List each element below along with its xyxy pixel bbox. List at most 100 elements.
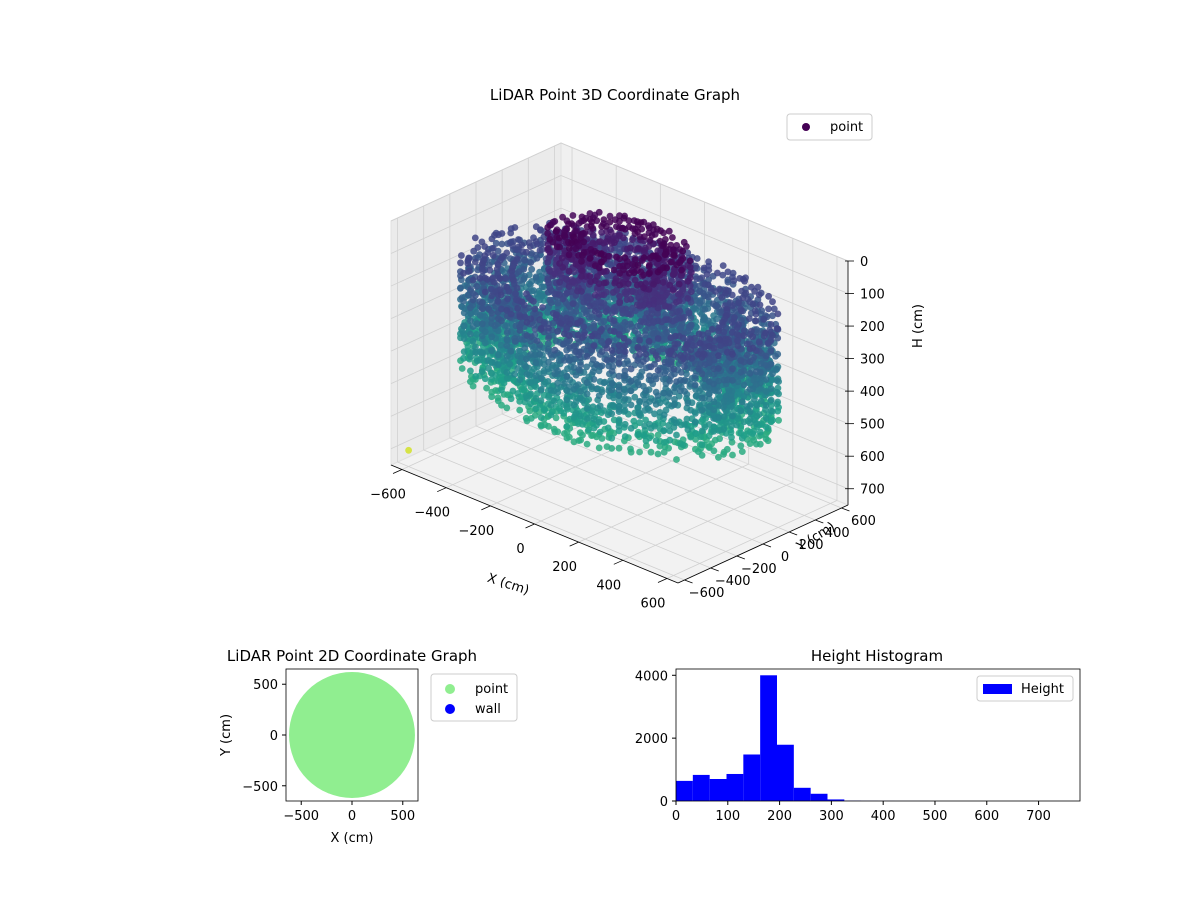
point-3d	[522, 363, 530, 371]
plot-2d-y-tick-label: 500	[253, 678, 278, 693]
point-3d	[631, 276, 639, 284]
point-3d	[700, 264, 708, 272]
point-3d	[751, 396, 758, 403]
point-3d	[551, 428, 559, 436]
point-3d	[472, 373, 480, 380]
point-3d	[642, 437, 650, 445]
point-3d	[708, 325, 716, 333]
point-3d	[623, 296, 631, 303]
axis-3d-h-tick-label: 0	[860, 255, 868, 270]
point-3d	[563, 396, 571, 404]
point-3d	[496, 275, 504, 282]
point-3d	[773, 400, 781, 408]
point-3d	[523, 370, 531, 378]
point-3d	[616, 292, 623, 300]
point-3d	[683, 415, 691, 423]
point-3d	[767, 407, 775, 415]
point-3d	[712, 288, 719, 295]
point-3d	[739, 294, 747, 302]
point-3d	[636, 337, 643, 344]
histogram-bar	[793, 787, 811, 801]
point-3d	[753, 440, 760, 448]
point-3d	[645, 337, 653, 345]
point-3d	[713, 315, 720, 323]
point-3d	[687, 433, 695, 441]
point-3d	[595, 280, 603, 287]
point-2d-cloud	[289, 672, 415, 798]
point-3d	[701, 306, 709, 313]
point-3d	[681, 363, 688, 371]
point-3d	[767, 321, 775, 328]
point-3d	[770, 305, 778, 313]
point-3d	[767, 418, 775, 426]
point-3d	[500, 379, 508, 387]
point-3d	[583, 379, 591, 386]
point-3d	[765, 292, 772, 300]
point-3d	[767, 347, 775, 355]
axis-3d-y-tick	[841, 507, 850, 512]
point-3d	[565, 251, 573, 259]
point-3d	[642, 387, 650, 394]
point-3d	[494, 351, 502, 359]
point-3d	[683, 243, 690, 250]
point-3d	[563, 324, 571, 332]
point-3d	[661, 251, 669, 258]
point-3d	[481, 375, 489, 383]
axis-3d-y-tick	[762, 543, 772, 548]
point-3d	[729, 302, 736, 309]
point-3d	[467, 310, 475, 317]
point-3d	[629, 304, 636, 312]
point-3d	[545, 324, 552, 332]
legend-2d: point wall	[430, 673, 518, 722]
point-3d	[457, 259, 464, 267]
point-3d	[670, 401, 678, 409]
axis-3d-x-tick-label: 400	[596, 578, 621, 593]
histogram-bar	[676, 780, 693, 801]
point-3d	[767, 385, 775, 393]
point-3d	[583, 415, 591, 423]
histogram-x-tick-label: 0	[672, 809, 680, 824]
point-3d	[498, 240, 506, 248]
point-3d	[498, 401, 505, 409]
point-3d	[756, 428, 764, 436]
point-3d	[640, 345, 647, 353]
point-3d	[620, 335, 628, 342]
point-3d	[536, 268, 543, 276]
point-3d	[575, 437, 583, 444]
plot-2d-points	[289, 672, 415, 798]
point-3d	[733, 324, 741, 331]
point-3d	[555, 284, 563, 291]
point-3d	[654, 260, 662, 268]
point-3d	[504, 295, 511, 303]
point-3d	[595, 392, 603, 399]
point-3d	[580, 323, 588, 331]
point-3d	[652, 437, 660, 444]
point-3d	[698, 441, 706, 449]
axis-3d-y-tick-label: −600	[689, 586, 725, 601]
point-3d	[666, 281, 674, 289]
point-3d	[565, 332, 573, 340]
axis-3d-h-tick-label: 500	[860, 418, 885, 433]
point-3d	[561, 356, 568, 364]
axis-3d-x-tick-label: 0	[516, 542, 524, 557]
point-3d	[586, 272, 594, 280]
point-3d	[481, 339, 489, 347]
axis-3d-y-tick	[815, 519, 824, 524]
point-3d	[559, 264, 567, 271]
point-3d	[686, 257, 694, 265]
point-3d	[588, 383, 595, 390]
point-3d	[598, 435, 606, 442]
point-3d	[627, 365, 635, 373]
point-3d	[471, 234, 479, 242]
point-3d	[507, 395, 515, 403]
axis-3d-x-tick	[569, 541, 579, 547]
point-3d	[606, 315, 614, 323]
point-3d	[570, 401, 578, 409]
point-3d	[720, 413, 728, 420]
point-3d	[627, 387, 635, 395]
histogram-bar	[777, 744, 794, 801]
point-3d	[692, 392, 700, 399]
point-3d	[687, 288, 695, 295]
point-3d	[734, 337, 741, 345]
point-3d	[600, 407, 608, 414]
